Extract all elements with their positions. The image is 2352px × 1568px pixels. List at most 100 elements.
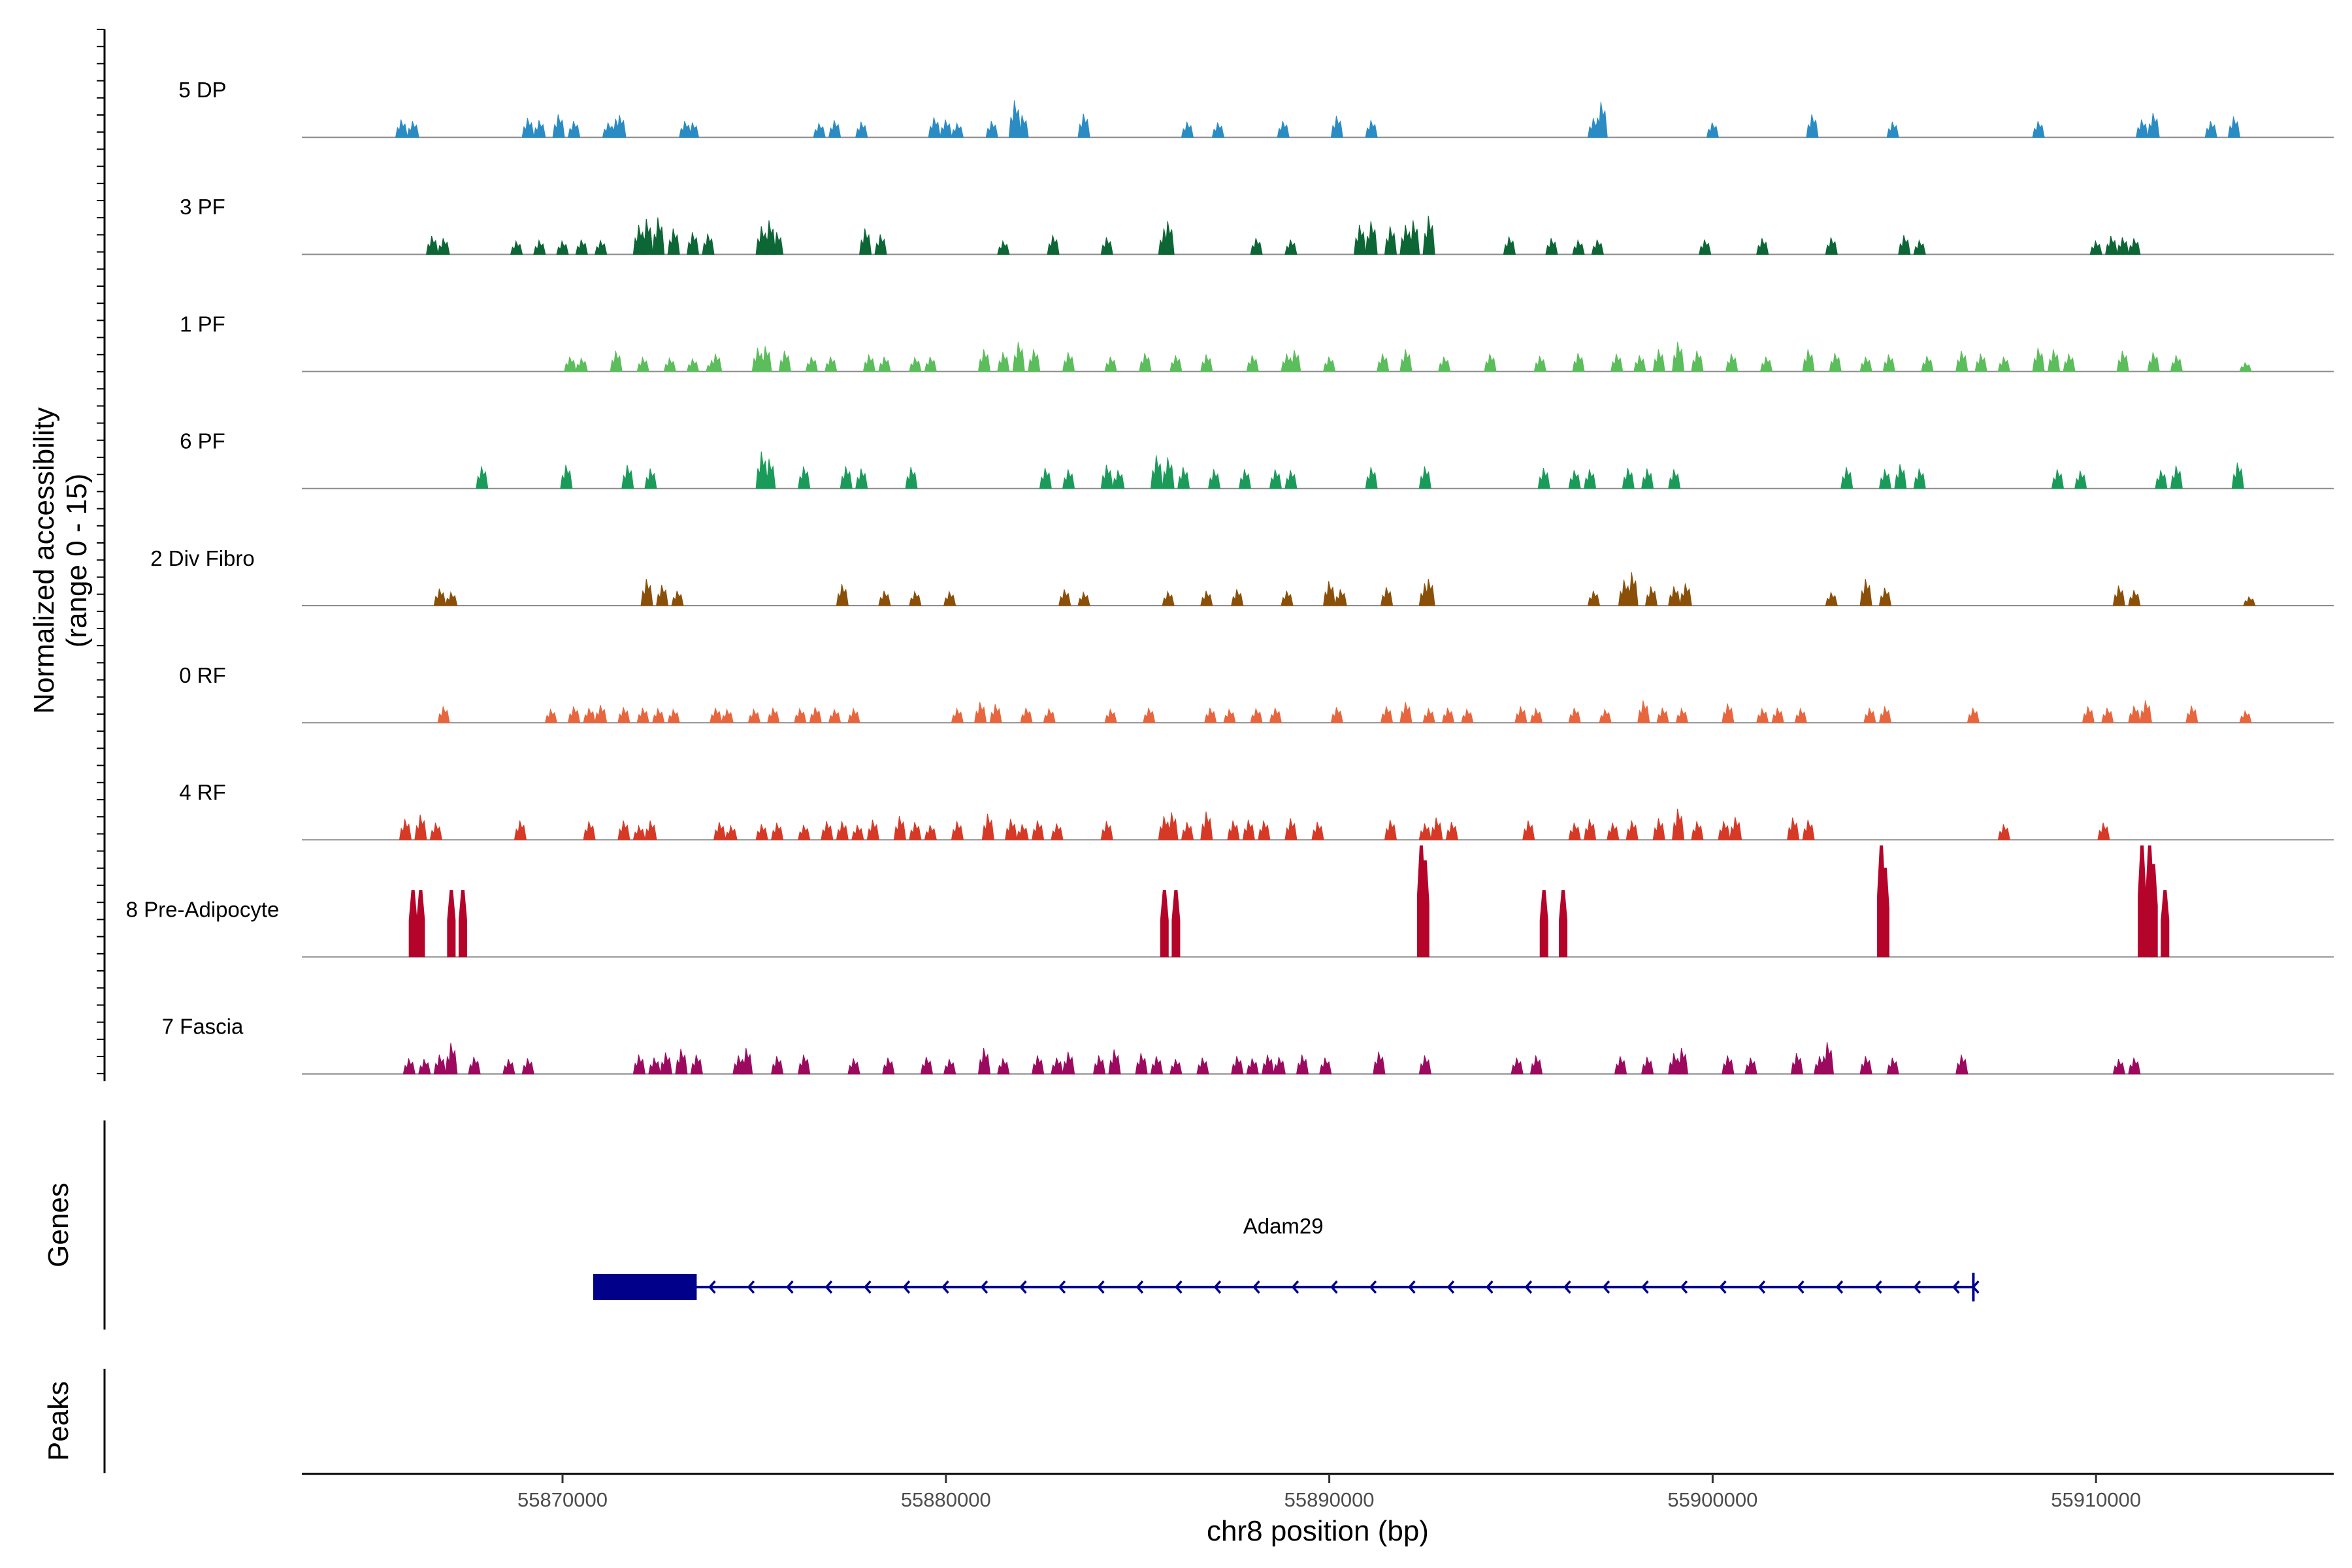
gene-annotations: Adam29	[593, 1214, 1980, 1301]
coverage-peak	[1894, 464, 1907, 489]
coverage-peak	[560, 465, 573, 489]
coverage-peak	[2170, 465, 2183, 489]
coverage-peak	[644, 820, 657, 840]
coverage-peak	[1100, 821, 1113, 840]
coverage-peak	[632, 824, 646, 840]
coverage-peak	[402, 1058, 416, 1075]
coverage-peak	[1231, 1056, 1244, 1075]
coverage-peak	[1039, 467, 1052, 489]
strand-chevron-icon	[1446, 1280, 1455, 1294]
x-axis-ticks: 55870000 55880000 55890000 55900000 55910000	[517, 1474, 2141, 1511]
gene-exon-block	[593, 1274, 697, 1300]
coverage-peak	[1277, 121, 1290, 138]
strand-chevron-icon	[1097, 1280, 1105, 1294]
coverage-peak	[759, 346, 772, 372]
coverage-peak	[1418, 1055, 1431, 1075]
coverage-peak	[2063, 353, 2076, 372]
strand-chevron-icon	[980, 1280, 988, 1294]
coverage-peak	[951, 821, 964, 840]
coverage-peak	[1169, 1058, 1183, 1075]
coverage-peak	[1373, 1051, 1386, 1075]
track-1-pf: 1 PF	[180, 312, 2334, 372]
coverage-peak	[655, 585, 669, 606]
coverage-peak	[447, 890, 456, 958]
coverage-peak	[805, 356, 819, 372]
x-tick-label: 55890000	[1284, 1488, 1375, 1511]
coverage-peak	[468, 1056, 481, 1075]
coverage-peak	[1418, 823, 1431, 840]
coverage-peak	[1211, 122, 1225, 138]
coverage-peak	[1511, 1057, 1524, 1075]
coverage-peak	[1062, 469, 1075, 489]
coverage-peak	[2155, 470, 2168, 489]
track-label: 4 RF	[179, 780, 226, 804]
coverage-peak	[778, 350, 791, 372]
coverage-peak	[2161, 890, 2170, 958]
coverage-peak	[1668, 586, 1681, 606]
strand-chevron-icon	[825, 1280, 833, 1294]
track-label: 3 PF	[180, 195, 225, 219]
coverage-peak	[1967, 708, 1980, 723]
coverage-peak	[2112, 1058, 2126, 1075]
coverage-peak	[1533, 355, 1546, 372]
coverage-peak	[1246, 1058, 1259, 1075]
coverage-peak	[1420, 860, 1429, 958]
x-tick-label: 55880000	[901, 1488, 991, 1511]
coverage-peak	[1759, 356, 1773, 372]
coverage-peak	[2082, 706, 2095, 723]
coverage-peak	[1461, 708, 1474, 723]
coverage-peak	[2101, 708, 2114, 723]
strand-chevron-icon	[1719, 1280, 1727, 1294]
coverage-peak	[1675, 1048, 1689, 1075]
coverage-peak	[1062, 1051, 1075, 1075]
coverage-peak	[1177, 466, 1190, 489]
coverage-peak	[1380, 706, 1394, 723]
coverage-peak	[640, 218, 653, 255]
coverage-peak	[1886, 1057, 1899, 1075]
coverage-peak	[1384, 226, 1397, 255]
coverage-peak	[1104, 356, 1117, 372]
coverage-peak	[2136, 119, 2149, 138]
coverage-peak	[1898, 235, 1911, 255]
coverage-peak	[1691, 350, 1704, 372]
strand-chevron-icon	[941, 1280, 949, 1294]
strand-chevron-icon	[708, 1280, 716, 1294]
track-5-dp: 5 DP	[178, 78, 2334, 139]
coverage-peak	[1806, 114, 1819, 138]
coverage-peak	[1756, 707, 1769, 723]
coverage-peak	[1284, 470, 1298, 489]
coverage-peak	[433, 1054, 446, 1075]
coverage-peak	[1675, 707, 1689, 723]
coverage-peak	[1334, 589, 1347, 606]
coverage-peak	[851, 825, 864, 840]
coverage-peak	[2139, 700, 2153, 723]
coverage-peak	[617, 707, 630, 723]
coverage-peak	[1062, 352, 1075, 372]
coverage-peak	[544, 708, 558, 723]
coverage-peak	[1047, 235, 1060, 255]
coverage-peak	[825, 356, 838, 372]
strand-chevron-icon	[1563, 1280, 1571, 1294]
coverage-peak	[1430, 817, 1443, 840]
coverage-peak	[2128, 590, 2141, 606]
coverage-peak	[1878, 706, 1892, 723]
strand-chevron-icon	[747, 1280, 755, 1294]
coverage-peak	[1913, 238, 1926, 255]
coverage-peak	[1330, 116, 1343, 138]
coverage-peak	[1032, 820, 1045, 840]
strand-chevron-icon	[1213, 1280, 1222, 1294]
coverage-peak	[1077, 113, 1090, 138]
track-label: 2 Div Fibro	[150, 546, 255, 570]
coverage-peak	[1100, 237, 1113, 255]
coverage-peak	[1625, 572, 1639, 606]
coverage-peak	[595, 704, 608, 723]
coverage-peak	[866, 819, 879, 840]
coverage-peak	[771, 823, 784, 840]
coverage-peak	[2112, 585, 2125, 606]
coverage-peak	[1273, 1056, 1286, 1075]
coverage-peak	[713, 822, 727, 840]
coverage-peak	[1572, 353, 1585, 372]
coverage-peak	[1859, 1056, 1872, 1075]
coverage-peak	[859, 228, 872, 255]
coverage-peak	[1829, 353, 1842, 372]
